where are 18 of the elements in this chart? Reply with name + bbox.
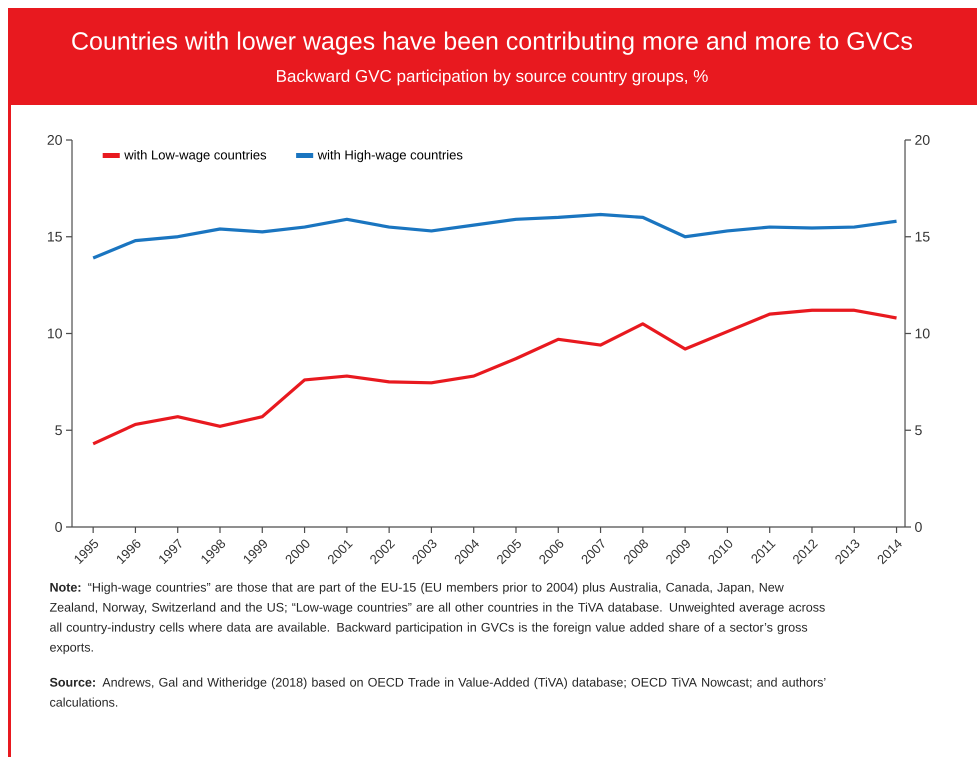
legend-label: with High-wage countries [318,150,462,162]
y-tick-label: 10 [48,328,62,338]
text: Note: “High-wage countries” are those that are part of the EU-15 (EU members prior to 2004) plus Australia, Canada, Japan, New Zealand, Norway, Switzerland and the US; “Low-wage countries” are all other countries in the TiVA database. Unweighted average across all country-industry cells where data are available. Backward participation in GVCs is the foreign value added share of a sector’s gross exports. [50,582,825,654]
chart-title: Countries with lower wages have been contributing more and more to GVCs [72,32,912,55]
y2-tick-label: 0 [915,522,922,532]
y2-tick-label: 5 [915,425,922,436]
y2-tick-label: 20 [915,135,930,145]
chart-subtitle: Backward GVC participation by source country groups, % [277,70,708,86]
text: Source: Andrews, Gal and Witheridge (2018) based on OECD Trade in Value-Added (TiVA) database; OECD TiVA Nowcast; and authors’ calculations. [50,678,826,707]
legend-label: with Low-wage countries [124,150,266,162]
y-tick-label: 5 [55,425,62,436]
y2-tick-label: 15 [916,232,930,242]
y-tick-label: 20 [48,135,62,145]
line-series [92,212,898,260]
line-series [92,308,898,446]
y2-tick-label: 10 [916,328,930,338]
y-tick-label: 15 [48,232,62,242]
y-tick-label: 0 [55,522,62,532]
